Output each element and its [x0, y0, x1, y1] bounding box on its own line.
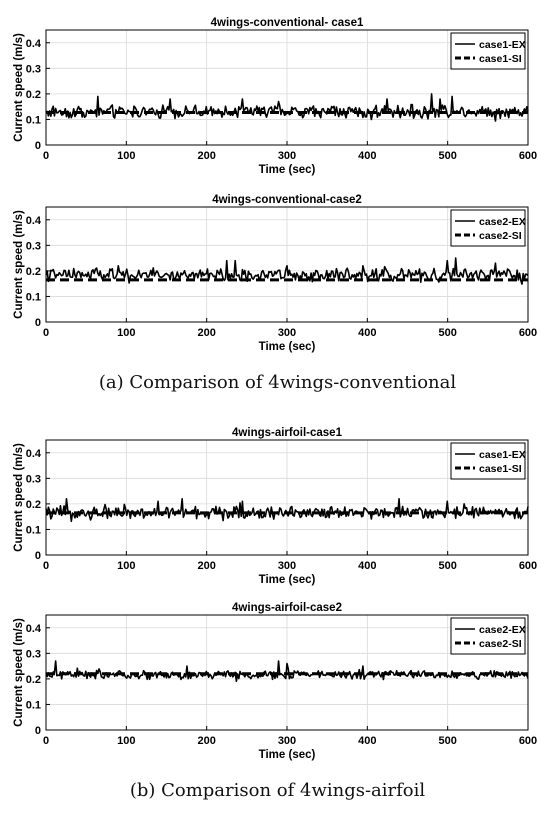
y-tick-label: 0 — [35, 317, 41, 329]
x-tick-label: 200 — [197, 327, 215, 339]
x-tick-label: 600 — [519, 150, 537, 162]
series-line-case2-EX — [45, 660, 529, 683]
x-tick-label: 100 — [117, 560, 135, 572]
x-tick-label: 500 — [438, 560, 456, 572]
y-axis-label: Current speed (m/s) — [13, 443, 25, 552]
legend-box — [450, 32, 526, 70]
caption-b: (b) Comparison of 4wings-airfoil — [129, 780, 426, 801]
legend-label-case1-EX: case1-EX — [479, 449, 526, 461]
y-tick-label: 0.4 — [26, 38, 42, 50]
legend: case1-EX case1-SI — [450, 32, 526, 70]
y-tick-label: 0 — [35, 140, 41, 152]
y-tick-label: 0.2 — [26, 674, 41, 686]
x-tick-label: 400 — [358, 735, 376, 747]
x-tick-label: 600 — [519, 327, 537, 339]
x-tick-label: 300 — [278, 560, 296, 572]
legend-box — [450, 617, 526, 655]
chart-title: 4wings-airfoil-case2 — [232, 602, 342, 614]
caption-a: (a) Comparison of 4wings-conventional — [98, 372, 457, 393]
y-tick-label: 0.2 — [26, 499, 41, 511]
x-tick-label: 0 — [43, 327, 49, 339]
legend: case2-EX case2-SI — [450, 209, 526, 247]
y-tick-label: 0.2 — [26, 266, 41, 278]
x-axis-label: Time (sec) — [259, 164, 316, 176]
x-tick-label: 200 — [197, 560, 215, 572]
x-tick-label: 600 — [519, 560, 537, 572]
y-tick-label: 0.4 — [26, 448, 42, 460]
y-tick-label: 0.1 — [26, 699, 41, 711]
y-axis-label: Current speed (m/s) — [13, 33, 25, 142]
y-tick-label: 0.1 — [26, 524, 41, 536]
x-tick-label: 200 — [197, 735, 215, 747]
legend-label-case1-EX: case1-EX — [479, 39, 526, 51]
x-tick-label: 100 — [117, 150, 135, 162]
legend-box — [450, 442, 526, 480]
legend: case2-EX case2-SI — [450, 617, 526, 655]
y-tick-label: 0.4 — [26, 623, 42, 635]
x-tick-label: 500 — [438, 735, 456, 747]
x-tick-label: 0 — [43, 150, 49, 162]
legend-label-case2-EX: case2-EX — [479, 624, 526, 636]
y-tick-label: 0.3 — [26, 63, 41, 75]
y-tick-label: 0 — [35, 725, 41, 737]
y-tick-label: 0.3 — [26, 473, 41, 485]
x-tick-label: 600 — [519, 735, 537, 747]
x-tick-label: 200 — [197, 150, 215, 162]
x-tick-label: 300 — [278, 150, 296, 162]
legend-box — [450, 209, 526, 247]
x-tick-label: 400 — [358, 327, 376, 339]
chart-panel-2: 0 100 200 300 400 500 600 0 0.1 0.2 0.3 0.4 4wings-c… — [13, 194, 537, 353]
x-tick-label: 0 — [43, 735, 49, 747]
chart-title: 4wings-conventional-case2 — [212, 194, 362, 206]
legend-label-case2-SI: case2-SI — [479, 638, 522, 650]
x-tick-label: 400 — [358, 560, 376, 572]
legend-label-case1-SI: case1-SI — [479, 53, 522, 65]
chart-panel-3: 0 100 200 300 400 500 600 0 0.1 0.2 0.3 0.4 4wings-a… — [13, 427, 537, 586]
y-tick-label: 0.3 — [26, 240, 41, 252]
legend-label-case2-SI: case2-SI — [479, 230, 522, 242]
x-tick-label: 500 — [438, 327, 456, 339]
legend-label-case1-SI: case1-SI — [479, 463, 522, 475]
legend-label-case2-EX: case2-EX — [479, 216, 526, 228]
series-line-case2-EX — [45, 257, 529, 285]
y-tick-label: 0.3 — [26, 648, 41, 660]
y-axis-label: Current speed (m/s) — [13, 618, 25, 727]
x-tick-label: 300 — [278, 327, 296, 339]
x-tick-label: 100 — [117, 327, 135, 339]
x-axis-label: Time (sec) — [259, 574, 316, 586]
x-tick-label: 300 — [278, 735, 296, 747]
y-tick-label: 0.2 — [26, 89, 41, 101]
chart-title: 4wings-conventional- case1 — [211, 17, 364, 29]
x-tick-label: 400 — [358, 150, 376, 162]
chart-panel-4: 0 100 200 300 400 500 600 0 0.1 0.2 0.3 0.4 4wings-a… — [13, 602, 537, 761]
legend: case1-EX case1-SI — [450, 442, 526, 480]
y-tick-label: 0 — [35, 550, 41, 562]
x-tick-label: 100 — [117, 735, 135, 747]
chart-title: 4wings-airfoil-case1 — [232, 427, 343, 439]
x-axis-label: Time (sec) — [259, 749, 316, 761]
x-tick-label: 0 — [43, 560, 49, 572]
y-tick-label: 0.4 — [26, 215, 42, 227]
y-tick-label: 0.1 — [26, 291, 41, 303]
chart-panel-1: 0 100 200 300 400 500 600 0 0.1 0.2 0.3 0.4 4wings-c… — [13, 17, 537, 176]
x-tick-label: 500 — [438, 150, 456, 162]
y-axis-label: Current speed (m/s) — [13, 210, 25, 319]
x-axis-label: Time (sec) — [259, 341, 316, 353]
y-tick-label: 0.1 — [26, 114, 41, 126]
